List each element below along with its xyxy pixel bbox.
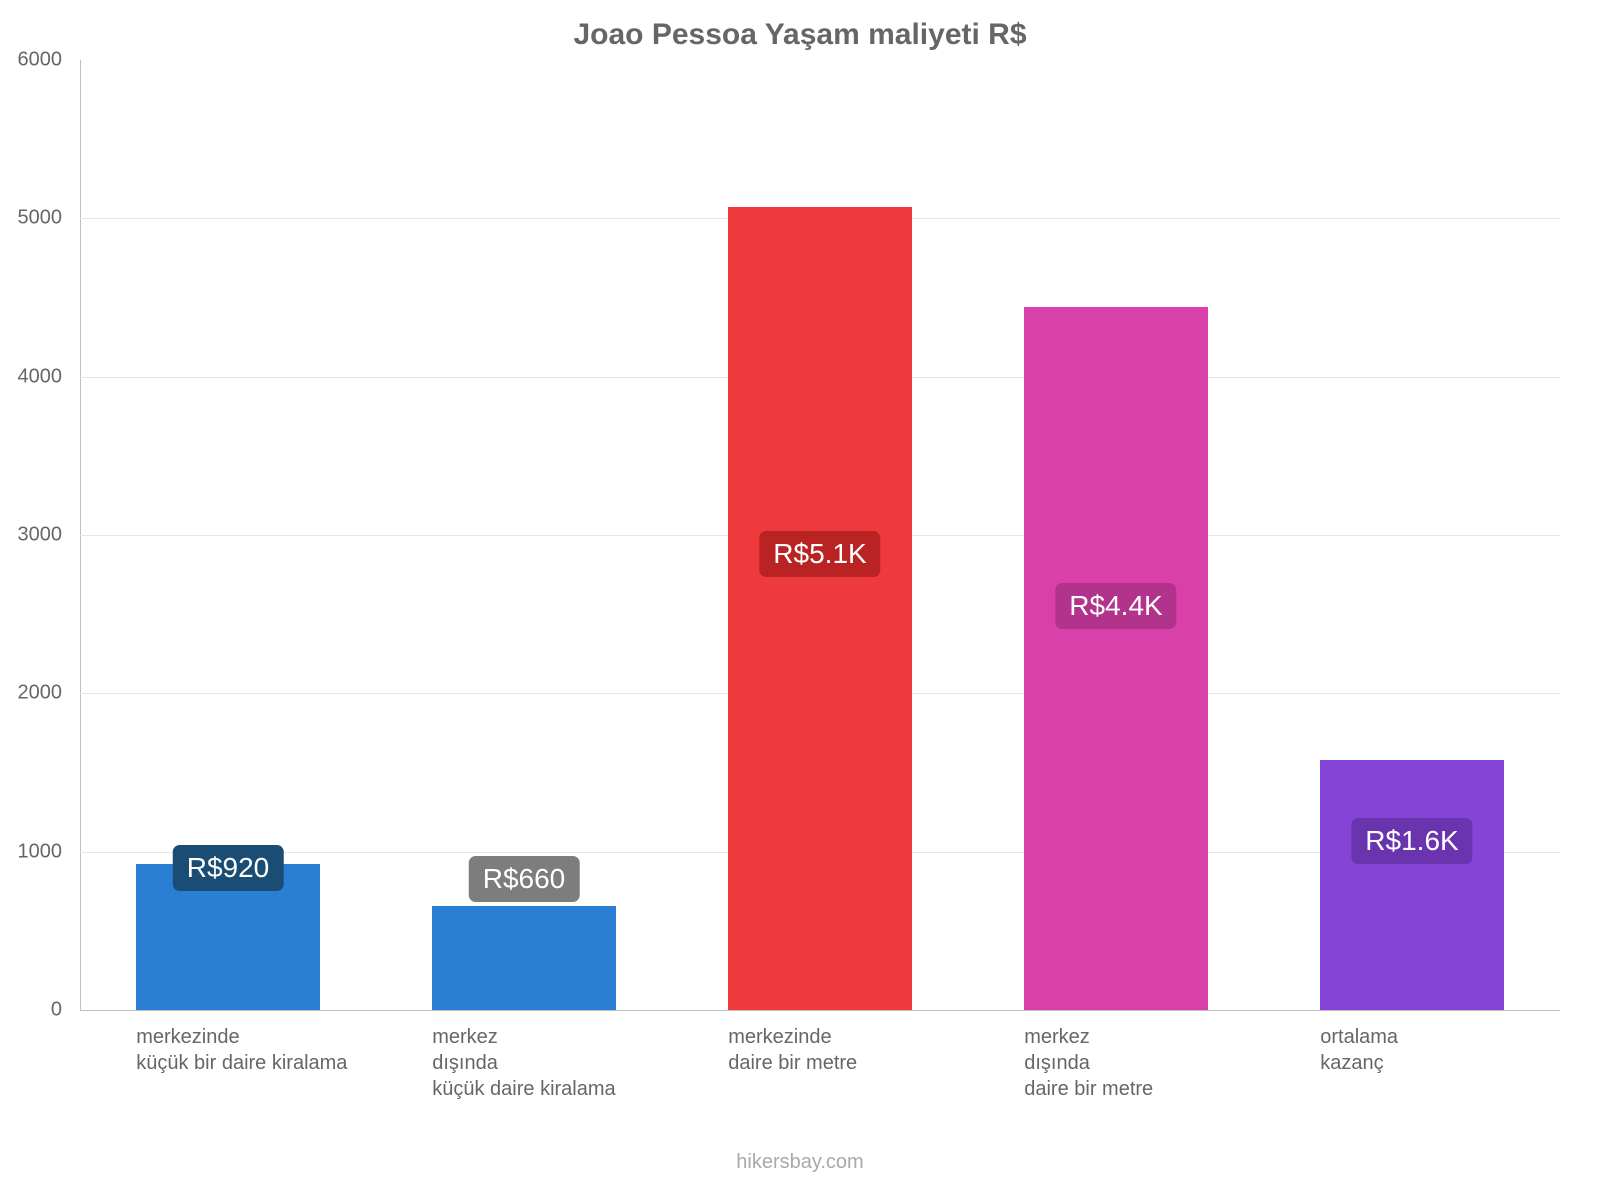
x-category-label: merkez dışında daire bir metre (1024, 1024, 1320, 1102)
y-tick-label: 1000 (0, 840, 62, 863)
x-category-label: merkezinde küçük bir daire kiralama (136, 1024, 432, 1076)
x-category-label: merkez dışında küçük daire kiralama (432, 1024, 728, 1102)
chart-title: Joao Pessoa Yaşam maliyeti R$ (0, 18, 1600, 52)
y-tick-label: 3000 (0, 524, 62, 547)
y-tick-label: 4000 (0, 365, 62, 388)
bar-value-label: R$660 (469, 856, 580, 902)
y-tick-label: 2000 (0, 682, 62, 705)
cost-of-living-chart: Joao Pessoa Yaşam maliyeti R$ R$920 R$660… (0, 0, 1600, 1200)
bar (728, 207, 912, 1010)
x-category-label: ortalama kazanç (1320, 1024, 1600, 1076)
bar (1320, 760, 1504, 1010)
bar (1024, 307, 1208, 1010)
bar (432, 906, 616, 1011)
plot-area: R$920 R$660 R$5.1K R$4.4K R$1.6K (80, 60, 1560, 1010)
bar-value-label: R$4.4K (1055, 583, 1176, 629)
y-tick-label: 6000 (0, 49, 62, 72)
y-tick-label: 5000 (0, 207, 62, 230)
attribution-text: hikersbay.com (0, 1151, 1600, 1174)
baseline (80, 1010, 1560, 1011)
y-tick-label: 0 (0, 999, 62, 1022)
bar-value-label: R$1.6K (1351, 818, 1472, 864)
bar-value-label: R$5.1K (759, 531, 880, 577)
x-category-label: merkezinde daire bir metre (728, 1024, 1024, 1076)
bar-value-label: R$920 (173, 845, 284, 891)
